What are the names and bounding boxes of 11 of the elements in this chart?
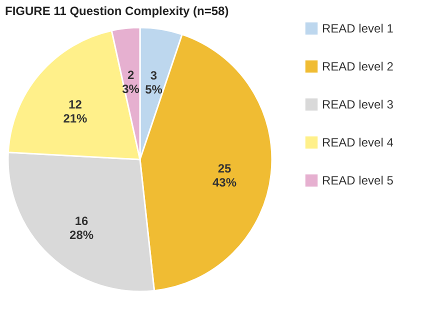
legend-label: READ level 5 — [322, 174, 394, 188]
data-label: 3 5% — [145, 68, 163, 97]
data-label: 16 28% — [70, 214, 94, 242]
legend-label: READ level 3 — [322, 98, 394, 112]
data-label: 25 43% — [212, 162, 237, 190]
data-label: 12 21% — [63, 97, 88, 126]
legend-label: READ level 4 — [322, 136, 394, 150]
chart-title: FIGURE 11 Question Complexity (n=58) — [5, 4, 229, 18]
data-label: 2 3% — [122, 68, 140, 96]
legend-label: READ level 1 — [322, 22, 394, 36]
legend-label: READ level 2 — [322, 60, 394, 74]
